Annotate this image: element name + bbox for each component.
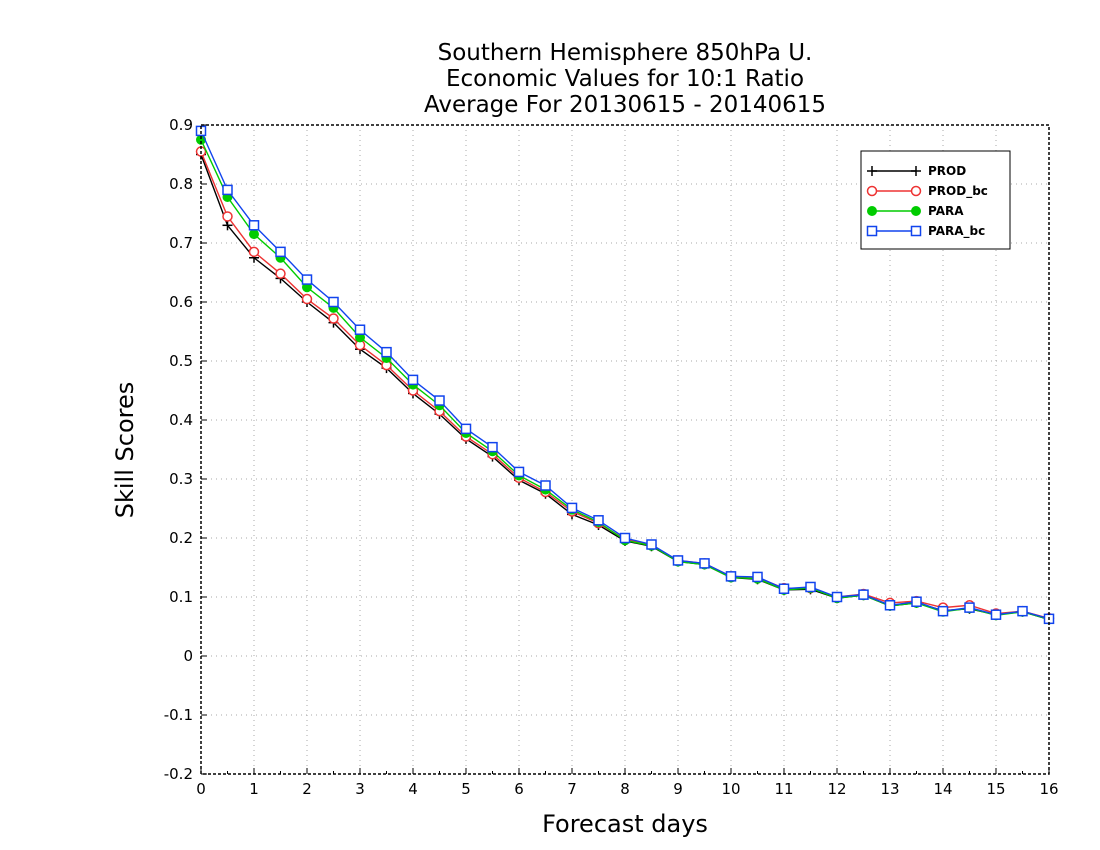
- y-tick-label: 0.1: [169, 588, 193, 606]
- data-point: [646, 539, 657, 550]
- legend-box: [860, 150, 1011, 250]
- y-tick-label: 0.5: [169, 352, 193, 370]
- chart-title-line-3: Average For 20130615 - 20140615: [424, 92, 826, 118]
- data-point: [805, 581, 816, 593]
- legend-marker: [867, 206, 877, 216]
- data-point: [275, 268, 286, 279]
- legend-item: PARA: [867, 204, 964, 218]
- chart-title-line-2: Economic Values for 10:1 Ratio: [446, 66, 804, 92]
- data-point: [513, 466, 525, 478]
- data-point: [222, 184, 233, 196]
- data-point: [964, 602, 975, 613]
- y-tick-label: -0.2: [164, 765, 193, 783]
- y-tick-label: 0.6: [169, 293, 193, 311]
- data-point: [248, 246, 260, 258]
- legend-item: PROD_bc: [866, 184, 988, 199]
- data-point: [619, 532, 631, 544]
- legend-marker: [911, 166, 921, 176]
- data-point: [699, 558, 710, 569]
- legend-marker: [866, 185, 878, 197]
- data-point: [222, 220, 233, 231]
- y-tick-label: 0.7: [169, 234, 193, 252]
- chart-title-line-1: Southern Hemisphere 850hPa U.: [438, 40, 813, 66]
- x-tick-label: 4: [408, 780, 418, 798]
- data-point: [990, 609, 1002, 620]
- data-point: [725, 571, 737, 582]
- data-point: [752, 571, 763, 583]
- data-point: [301, 293, 313, 305]
- legend-item: PROD: [867, 164, 966, 178]
- x-axis-title: Forecast days: [542, 810, 708, 838]
- data-point: [354, 324, 366, 335]
- data-point: [301, 274, 313, 285]
- data-point: [593, 515, 604, 526]
- data-point: [249, 229, 259, 240]
- y-tick-label: 0.2: [169, 529, 193, 547]
- data-point: [1017, 605, 1028, 617]
- x-tick-label: 11: [774, 780, 793, 798]
- x-tick-label: 2: [302, 780, 312, 798]
- x-tick-label: 3: [355, 780, 365, 798]
- data-point: [248, 220, 260, 231]
- x-tick-label: 14: [933, 780, 952, 798]
- legend-label: PARA: [928, 204, 964, 218]
- legend-label: PROD: [928, 164, 966, 178]
- data-point: [884, 600, 896, 611]
- x-tick-label: 13: [880, 780, 899, 798]
- x-tick-label: 5: [461, 780, 471, 798]
- x-tick-label: 15: [986, 780, 1005, 798]
- legend-marker: [867, 166, 877, 176]
- data-point: [487, 441, 498, 453]
- x-tick-label: 16: [1039, 780, 1058, 798]
- legend-marker: [910, 185, 922, 197]
- data-point: [381, 346, 392, 358]
- data-point: [778, 583, 790, 594]
- data-point: [911, 596, 922, 607]
- x-tick-label: 12: [827, 780, 846, 798]
- grid: [201, 125, 1049, 774]
- x-tick-label: 7: [567, 780, 577, 798]
- x-tick-label: 0: [196, 780, 206, 798]
- y-tick-label: 0.9: [169, 116, 193, 134]
- y-tick-label: 0.3: [169, 470, 193, 488]
- data-point: [566, 502, 578, 514]
- x-tick-label: 10: [721, 780, 740, 798]
- plot-frame: [200, 124, 1050, 775]
- x-tick-label: 9: [673, 780, 683, 798]
- y-axis-title: Skill Scores: [111, 382, 139, 519]
- data-point: [460, 423, 472, 435]
- y-tick-label: -0.1: [164, 706, 193, 724]
- data-point: [937, 605, 949, 617]
- data-point: [858, 589, 869, 600]
- data-point: [328, 296, 339, 308]
- legend-label: PROD_bc: [928, 184, 988, 199]
- legend: PROD PROD_bc PARA PARA_bc: [860, 150, 1011, 250]
- data-point: [275, 246, 286, 258]
- legend-marker: [866, 225, 878, 237]
- data-point: [831, 591, 843, 603]
- data-point: [434, 395, 445, 406]
- legend-label: PARA_bc: [928, 224, 985, 239]
- data-point: [540, 480, 551, 491]
- x-tick-label: 8: [620, 780, 630, 798]
- legend-item: PARA_bc: [866, 224, 985, 239]
- y-tick-label: 0: [183, 647, 193, 665]
- x-tick-label: 6: [514, 780, 524, 798]
- series-layer: [195, 125, 1055, 625]
- data-point: [328, 313, 339, 324]
- data-point: [407, 374, 419, 386]
- y-tick-label: 0.4: [169, 411, 193, 429]
- data-point: [222, 211, 233, 222]
- series-para-bc: [195, 125, 1055, 625]
- legend-marker: [910, 225, 922, 237]
- data-point: [672, 555, 684, 566]
- legend-marker: [911, 206, 921, 216]
- x-tick-label: 1: [249, 780, 259, 798]
- y-tick-label: 0.8: [169, 175, 193, 193]
- axes: 0 1 2 3 4 5 6 7 8 9 10 11 12 13 14 15 16-0.2-0.100.10.20…: [164, 116, 1059, 798]
